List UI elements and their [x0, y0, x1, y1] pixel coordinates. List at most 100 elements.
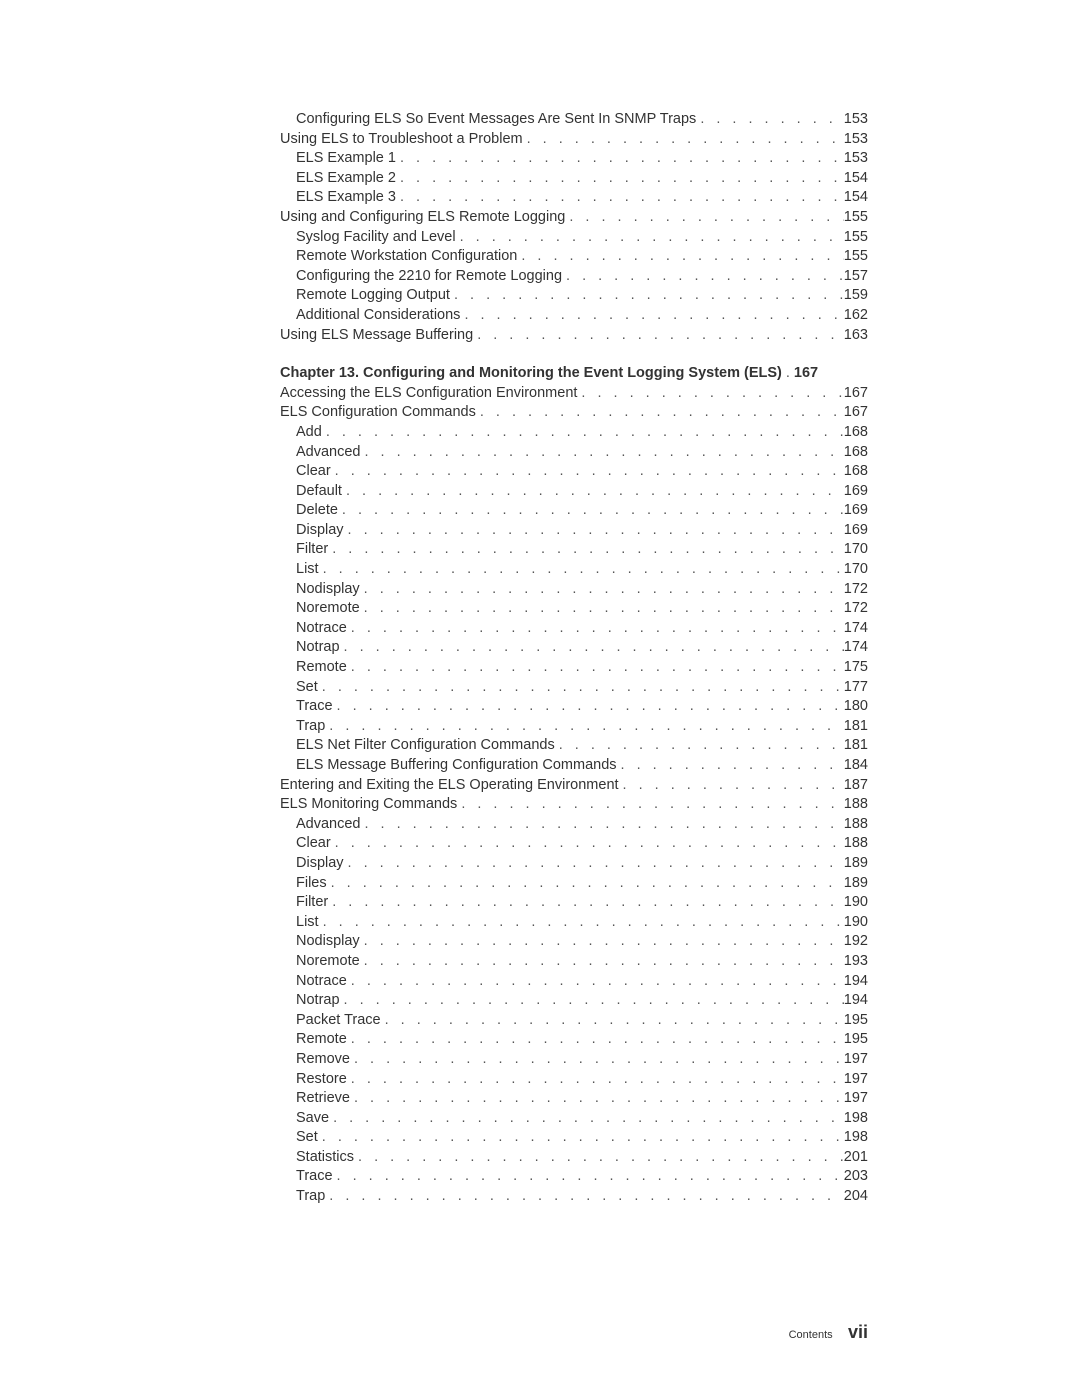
toc-entry: Packet Trace . . . . . . . . . . . . . .… — [280, 1011, 868, 1031]
toc-entry-title: ELS Monitoring Commands — [280, 795, 457, 815]
toc-entry: Files . . . . . . . . . . . . . . . . . … — [280, 874, 868, 894]
toc-dot-leader: . . . . . . . . . . . . . . . . . . . . … — [396, 149, 844, 169]
toc-dot-leader: . . . . . . . . . . . . . . . . . . . . … — [344, 521, 844, 541]
toc-entry-title: Using ELS to Troubleshoot a Problem — [280, 130, 523, 150]
toc-entry: ELS Example 1 . . . . . . . . . . . . . … — [280, 149, 868, 169]
toc-entry-page: 197 — [844, 1070, 868, 1090]
toc-entry-title: Entering and Exiting the ELS Operating E… — [280, 776, 619, 796]
toc-entry: Save . . . . . . . . . . . . . . . . . .… — [280, 1109, 868, 1129]
toc-entry-title: Remote — [296, 1030, 347, 1050]
toc-entry-page: 155 — [844, 247, 868, 267]
toc-entry-page: 175 — [844, 658, 868, 678]
toc-dot-leader: . . . . . . . . . . . . . . . . . . . . … — [476, 403, 844, 423]
toc-entry-page: 184 — [844, 756, 868, 776]
toc-dot-leader: . . . . . . . . . . . . . . . . . . . . … — [338, 501, 844, 521]
toc-entry-page: 169 — [844, 521, 868, 541]
toc-entry-page: 204 — [844, 1187, 868, 1207]
toc-entry: Using and Configuring ELS Remote Logging… — [280, 208, 868, 228]
toc-entry-page: 197 — [844, 1089, 868, 1109]
toc-entry: Filter . . . . . . . . . . . . . . . . .… — [280, 893, 868, 913]
toc-entry-title: Advanced — [296, 443, 361, 463]
toc-dot-leader: . — [782, 364, 794, 384]
toc-entry: Clear . . . . . . . . . . . . . . . . . … — [280, 462, 868, 482]
toc-dot-leader: . . . . . . . . . . . . . . . . . . . . … — [523, 130, 844, 150]
toc-entry-page: 198 — [844, 1109, 868, 1129]
toc-entry-title: Display — [296, 854, 344, 874]
toc-entry-title: Remote — [296, 658, 347, 678]
toc-entry-title: Notrace — [296, 972, 347, 992]
toc-entry: Default . . . . . . . . . . . . . . . . … — [280, 482, 868, 502]
toc-entry-title: Statistics — [296, 1148, 354, 1168]
toc-entry: Display . . . . . . . . . . . . . . . . … — [280, 521, 868, 541]
toc-entry-page: 194 — [844, 991, 868, 1011]
toc-entry-title: Syslog Facility and Level — [296, 228, 456, 248]
toc-entry-title: Accessing the ELS Configuration Environm… — [280, 384, 577, 404]
page-footer: Contents vii — [789, 1322, 868, 1343]
toc-dot-leader: . . . . . . . . . . . . . . . . . . . . … — [360, 599, 844, 619]
toc-entry-title: Add — [296, 423, 322, 443]
toc-entry-page: 188 — [844, 795, 868, 815]
toc-dot-leader: . . . . . . . . . . . . . . . . . . . . … — [555, 736, 844, 756]
toc-dot-leader: . . . . . . . . . . . . . . . . . . . . … — [344, 854, 844, 874]
toc-entry: Entering and Exiting the ELS Operating E… — [280, 776, 868, 796]
toc-entry: Advanced . . . . . . . . . . . . . . . .… — [280, 815, 868, 835]
toc-entry: Remote . . . . . . . . . . . . . . . . .… — [280, 658, 868, 678]
toc-entry: Add . . . . . . . . . . . . . . . . . . … — [280, 423, 868, 443]
toc-entry-page: 157 — [844, 267, 868, 287]
toc-entry-page: 168 — [844, 423, 868, 443]
toc-entry: Remote . . . . . . . . . . . . . . . . .… — [280, 1030, 868, 1050]
toc-dot-leader: . . . . . . . . . . . . . . . . . . . . … — [360, 580, 844, 600]
toc-dot-leader: . . . . . . . . . . . . . . . . . . . . … — [325, 717, 844, 737]
toc-entry-title: ELS Message Buffering Configuration Comm… — [296, 756, 617, 776]
toc-dot-leader: . . . . . . . . . . . . . . . . . . . . … — [350, 1050, 844, 1070]
toc-entry-title: Nodisplay — [296, 580, 360, 600]
toc-dot-leader: . . . . . . . . . . . . . . . . . . . . … — [328, 893, 844, 913]
toc-page: Configuring ELS So Event Messages Are Se… — [0, 0, 1080, 1397]
toc-entry: Noremote . . . . . . . . . . . . . . . .… — [280, 952, 868, 972]
toc-entry-page: 180 — [844, 697, 868, 717]
toc-dot-leader: . . . . . . . . . . . . . . . . . . . . … — [696, 110, 843, 130]
toc-dot-leader: . . . . . . . . . . . . . . . . . . . . … — [328, 540, 844, 560]
toc-entry: Notrap . . . . . . . . . . . . . . . . .… — [280, 638, 868, 658]
toc-entry-page: 195 — [844, 1011, 868, 1031]
toc-entry-title: Using ELS Message Buffering — [280, 326, 473, 346]
toc-spacer — [280, 345, 868, 364]
toc-dot-leader: . . . . . . . . . . . . . . . . . . . . … — [619, 776, 844, 796]
toc-dot-leader: . . . . . . . . . . . . . . . . . . . . … — [340, 991, 844, 1011]
toc-entry-page: 163 — [844, 326, 868, 346]
toc-entry-page: 190 — [844, 893, 868, 913]
toc-entry-page: 169 — [844, 482, 868, 502]
toc-entry-page: 188 — [844, 815, 868, 835]
toc-dot-leader: . . . . . . . . . . . . . . . . . . . . … — [333, 1167, 844, 1187]
toc-dot-leader: . . . . . . . . . . . . . . . . . . . . … — [381, 1011, 844, 1031]
toc-dot-leader: . . . . . . . . . . . . . . . . . . . . … — [577, 384, 843, 404]
toc-entry-title: Notrap — [296, 991, 340, 1011]
toc-entry: List . . . . . . . . . . . . . . . . . .… — [280, 560, 868, 580]
toc-entry-title: Display — [296, 521, 344, 541]
toc-entry: Retrieve . . . . . . . . . . . . . . . .… — [280, 1089, 868, 1109]
toc-entry: Trace . . . . . . . . . . . . . . . . . … — [280, 1167, 868, 1187]
toc-dot-leader: . . . . . . . . . . . . . . . . . . . . … — [565, 208, 843, 228]
toc-entry-page: 153 — [844, 110, 868, 130]
toc-entry: Notrap . . . . . . . . . . . . . . . . .… — [280, 991, 868, 1011]
toc-entry-page: 162 — [844, 306, 868, 326]
toc-entry-page: 169 — [844, 501, 868, 521]
toc-entry-page: 167 — [844, 403, 868, 423]
toc-entry-page: 177 — [844, 678, 868, 698]
toc-dot-leader: . . . . . . . . . . . . . . . . . . . . … — [327, 874, 844, 894]
toc-entry-title: Trap — [296, 717, 325, 737]
toc-dot-leader: . . . . . . . . . . . . . . . . . . . . … — [347, 658, 844, 678]
toc-entry-page: 188 — [844, 834, 868, 854]
toc-dot-leader: . . . . . . . . . . . . . . . . . . . . … — [460, 306, 843, 326]
toc-entry-title: Additional Considerations — [296, 306, 460, 326]
toc-entry-page: 194 — [844, 972, 868, 992]
toc-entry: Configuring the 2210 for Remote Logging … — [280, 267, 868, 287]
toc-entry-title: Noremote — [296, 952, 360, 972]
toc-entry: Remote Logging Output . . . . . . . . . … — [280, 286, 868, 306]
toc-entry-title: ELS Example 2 — [296, 169, 396, 189]
toc-entry-title: Remove — [296, 1050, 350, 1070]
toc-entry: Nodisplay . . . . . . . . . . . . . . . … — [280, 932, 868, 952]
toc-entry: Statistics . . . . . . . . . . . . . . .… — [280, 1148, 868, 1168]
toc-entry-title: Restore — [296, 1070, 347, 1090]
toc-entry-title: Set — [296, 678, 318, 698]
